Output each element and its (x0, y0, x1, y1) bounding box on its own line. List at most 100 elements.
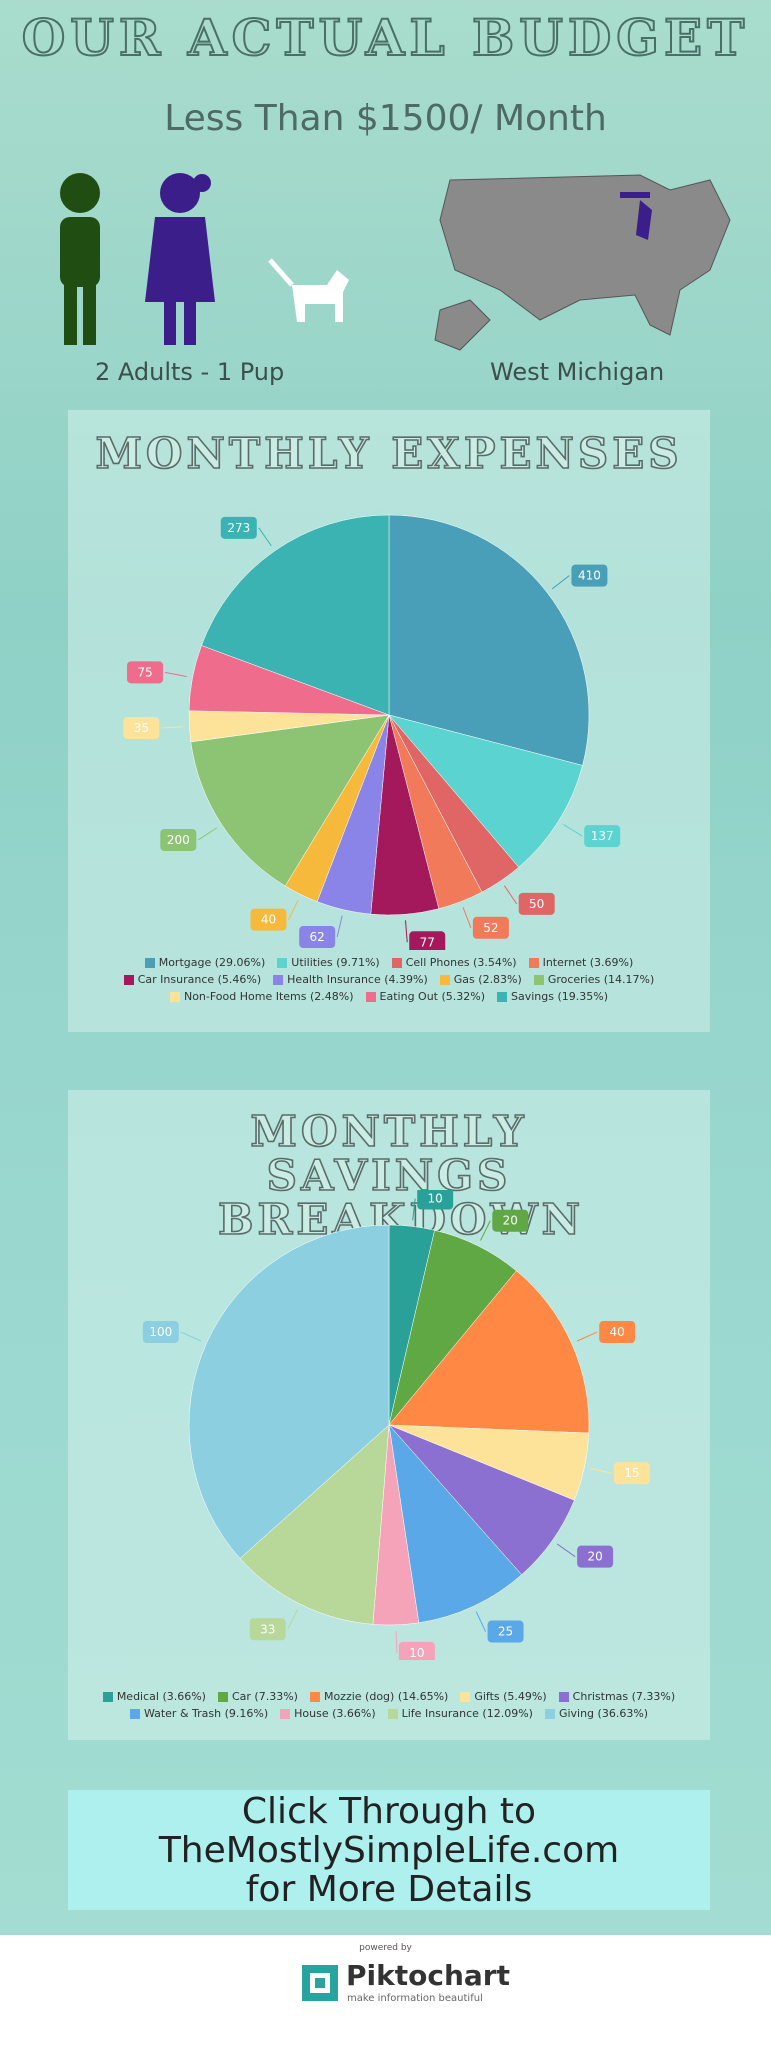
leader-line (475, 1611, 487, 1632)
legend-label: Cell Phones (3.54%) (405, 956, 517, 969)
pie-chart: 410 137 50 52 77 62 40 200 35 75 273 (123, 514, 621, 950)
legend-label: Non-Food Home Items (2.48%) (183, 990, 354, 1003)
label-badge (599, 1321, 636, 1344)
leader-line (404, 920, 408, 943)
subtitle: Less Than $1500/ Month (164, 98, 607, 139)
legend-item: Mozzie (dog) (14.65%) (309, 1690, 448, 1703)
leader-line (462, 907, 472, 928)
legend-label: Car (7.33%) (231, 1690, 298, 1703)
legend-label: Life Insurance (12.09%) (401, 1707, 533, 1720)
leader-line (288, 899, 299, 920)
location-label: West Michigan (490, 358, 665, 386)
label-badge (492, 1209, 529, 1232)
legend-item: Gas (2.83%) (439, 973, 522, 986)
legend-swatch (102, 1691, 113, 1702)
chart-panel: MONTHLY EXPENSES 410 137 50 52 77 62 40 200 35 75… (68, 410, 710, 1032)
legend-label: House (3.66%) (294, 1707, 376, 1720)
legend-swatch (528, 957, 539, 968)
leader-line (180, 1331, 202, 1342)
legend-label: Giving (36.63%) (558, 1707, 649, 1720)
legend-swatch (169, 991, 180, 1002)
data-label: 77 (420, 935, 435, 949)
legend-item: Gifts (5.49%) (460, 1690, 547, 1703)
household-icons (60, 173, 349, 345)
cta-line: Click Through to (241, 1791, 537, 1832)
leader-line (336, 915, 343, 938)
label-badge (160, 828, 197, 851)
label-badge (127, 661, 164, 684)
data-label: 40 (261, 913, 276, 927)
legend-swatch (365, 991, 376, 1002)
us-map (434, 174, 731, 351)
data-label: 33 (260, 1622, 275, 1636)
label-badge (577, 1545, 614, 1568)
legend-item: Giving (36.63%) (544, 1707, 649, 1720)
label-badge (409, 931, 446, 950)
legend-item: Car (7.33%) (217, 1690, 298, 1703)
label-badge (249, 1618, 286, 1641)
label-badge (250, 908, 287, 931)
data-label: 10 (409, 1646, 424, 1660)
label-badge (299, 926, 336, 949)
title: OUR ACTUAL BUDGET (21, 7, 750, 68)
legend-swatch (277, 957, 288, 968)
legend-label: Water & Trash (9.16%) (143, 1707, 269, 1720)
household-label: 2 Adults - 1 Pup (95, 358, 285, 386)
legend: Mortgage (29.06%) Utilities (9.71%) Cell P… (78, 956, 700, 1003)
leader-line (164, 671, 187, 677)
leader-line (258, 527, 272, 547)
label-badge (398, 1641, 435, 1660)
legend-swatch (217, 1691, 228, 1702)
legend-item: Internet (3.69%) (528, 956, 633, 969)
legend-label: Utilities (9.71%) (291, 956, 380, 969)
legend-label: Mortgage (29.06%) (158, 956, 266, 969)
data-label: 15 (624, 1466, 639, 1480)
legend-item: House (3.66%) (280, 1707, 376, 1720)
leader-line (576, 1331, 598, 1342)
call-to-action[interactable]: Click Through to TheMostlySimpleLife.com… (68, 1790, 710, 1910)
label-badge (417, 1190, 454, 1210)
legend-swatch (497, 991, 508, 1002)
legend-item: Car Insurance (5.46%) (123, 973, 262, 986)
pie-slice (388, 714, 583, 868)
leader-line (551, 575, 570, 590)
legend-label: Health Insurance (4.39%) (287, 973, 428, 986)
logo (302, 1965, 338, 2001)
legend-item: Medical (3.66%) (102, 1690, 206, 1703)
leader-line (556, 1543, 576, 1558)
chart-panel: MONTHLY SAVINGS BREAKDOWN 10 20 40 15 20 25 10… (68, 1090, 710, 1740)
legend-label: Groceries (14.17%) (547, 973, 655, 986)
legend: Medical (3.66%) Car (7.33%) Mozzie (dog) (… (78, 1690, 700, 1720)
legend-swatch (391, 957, 402, 968)
pie-slice (188, 1224, 390, 1559)
pie-slice (388, 1424, 522, 1624)
legend-label: Medical (3.66%) (116, 1690, 206, 1703)
brand: Piktochart (346, 1959, 510, 1992)
legend-item: Life Insurance (12.09%) (387, 1707, 533, 1720)
leader-line (287, 1609, 298, 1630)
legend-label: Gifts (5.49%) (474, 1690, 547, 1703)
leader-line (412, 1198, 416, 1221)
footer: powered by Piktochart make information b… (0, 1935, 771, 2048)
legend-swatch (273, 974, 284, 985)
data-label: 52 (483, 921, 498, 935)
cta-line: TheMostlySimpleLife.com (158, 1830, 620, 1871)
legend-item: Non-Food Home Items (2.48%) (169, 990, 354, 1003)
data-label: 50 (529, 897, 544, 911)
legend-label: Car Insurance (5.46%) (137, 973, 262, 986)
legend-swatch (558, 1691, 569, 1702)
pie-slice (239, 1424, 390, 1625)
legend-item: Cell Phones (3.54%) (391, 956, 517, 969)
data-label: 35 (134, 721, 149, 735)
pie-slice (388, 514, 590, 766)
label-badge (142, 1321, 179, 1344)
legend-item: Health Insurance (4.39%) (273, 973, 428, 986)
legend-swatch (460, 1691, 471, 1702)
label-badge (518, 892, 555, 915)
label-badge (472, 916, 509, 939)
leader-line (480, 1220, 491, 1241)
legend-label: Savings (19.35%) (511, 990, 609, 1003)
data-label: 137 (591, 829, 614, 843)
label-badge (571, 564, 608, 587)
data-label: 273 (227, 521, 250, 535)
